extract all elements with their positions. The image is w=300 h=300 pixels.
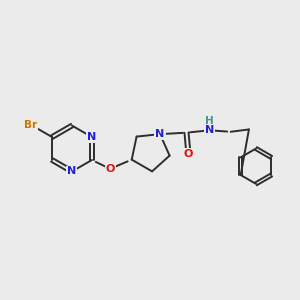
Text: O: O: [105, 164, 115, 174]
Text: N: N: [67, 167, 76, 176]
Text: N: N: [155, 129, 165, 139]
Text: H: H: [205, 116, 214, 127]
Text: N: N: [87, 132, 97, 142]
Text: O: O: [183, 149, 193, 159]
Text: Br: Br: [24, 120, 38, 130]
Text: N: N: [205, 125, 214, 135]
